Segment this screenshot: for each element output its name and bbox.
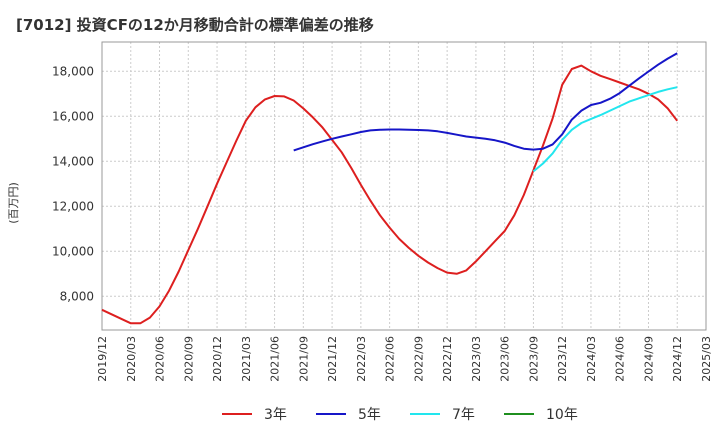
y-tick-label: 10,000 <box>52 244 94 258</box>
x-tick-label: 2025/03 <box>700 336 713 382</box>
x-tick-label: 2024/03 <box>585 336 598 382</box>
x-tick-label: 2023/12 <box>556 336 569 382</box>
y-tick-labels: 8,000 10,000 12,000 14,000 16,000 18,000 <box>52 64 94 303</box>
series-layer <box>101 52 678 325</box>
series-line-3年 <box>101 64 678 325</box>
x-tick-label: 2020/06 <box>154 336 167 382</box>
x-tick-label: 2020/09 <box>182 336 195 382</box>
y-tick-label: 16,000 <box>52 109 94 123</box>
y-tick-label: 12,000 <box>52 199 94 213</box>
x-tick-label: 2024/12 <box>671 336 684 382</box>
plot-frame <box>101 41 707 331</box>
chart-title: [7012] 投資CFの12か月移動合計の標準偏差の推移 <box>16 16 374 34</box>
grid-layer <box>101 42 707 330</box>
x-tick-label: 2023/03 <box>470 336 483 382</box>
series-line-7年 <box>532 86 678 173</box>
y-tick-label: 14,000 <box>52 154 94 168</box>
x-tick-label: 2021/12 <box>326 336 339 382</box>
legend: 3年 5年 7年 10年 <box>222 407 578 423</box>
x-tick-label: 2023/09 <box>527 336 540 382</box>
x-tick-label: 2022/12 <box>441 336 454 382</box>
x-tick-label: 2020/12 <box>211 336 224 382</box>
y-axis-label: (百万円) <box>7 182 20 224</box>
x-tick-label: 2020/03 <box>125 336 138 382</box>
x-tick-label: 2019/12 <box>96 336 109 382</box>
x-tick-label: 2021/03 <box>240 336 253 382</box>
y-tick-label: 18,000 <box>52 64 94 78</box>
y-tick-label: 8,000 <box>60 289 94 303</box>
x-tick-label: 2022/06 <box>384 336 397 382</box>
x-tick-label: 2021/09 <box>297 336 310 382</box>
x-tick-label: 2021/06 <box>269 336 282 382</box>
legend-label-10年: 10年 <box>546 407 578 423</box>
x-tick-label: 2022/03 <box>355 336 368 382</box>
x-tick-label: 2023/06 <box>499 336 512 382</box>
series-line-5年 <box>293 52 678 152</box>
x-tick-label: 2022/09 <box>412 336 425 382</box>
x-tick-label: 2024/06 <box>614 336 627 382</box>
x-tick-labels: 2019/12 2020/03 2020/06 2020/09 2020/12 2021/… <box>96 336 713 382</box>
x-tick-label: 2024/09 <box>642 336 655 382</box>
legend-label-7年: 7年 <box>452 407 475 423</box>
legend-label-3年: 3年 <box>264 407 287 423</box>
legend-label-5年: 5年 <box>358 407 381 423</box>
